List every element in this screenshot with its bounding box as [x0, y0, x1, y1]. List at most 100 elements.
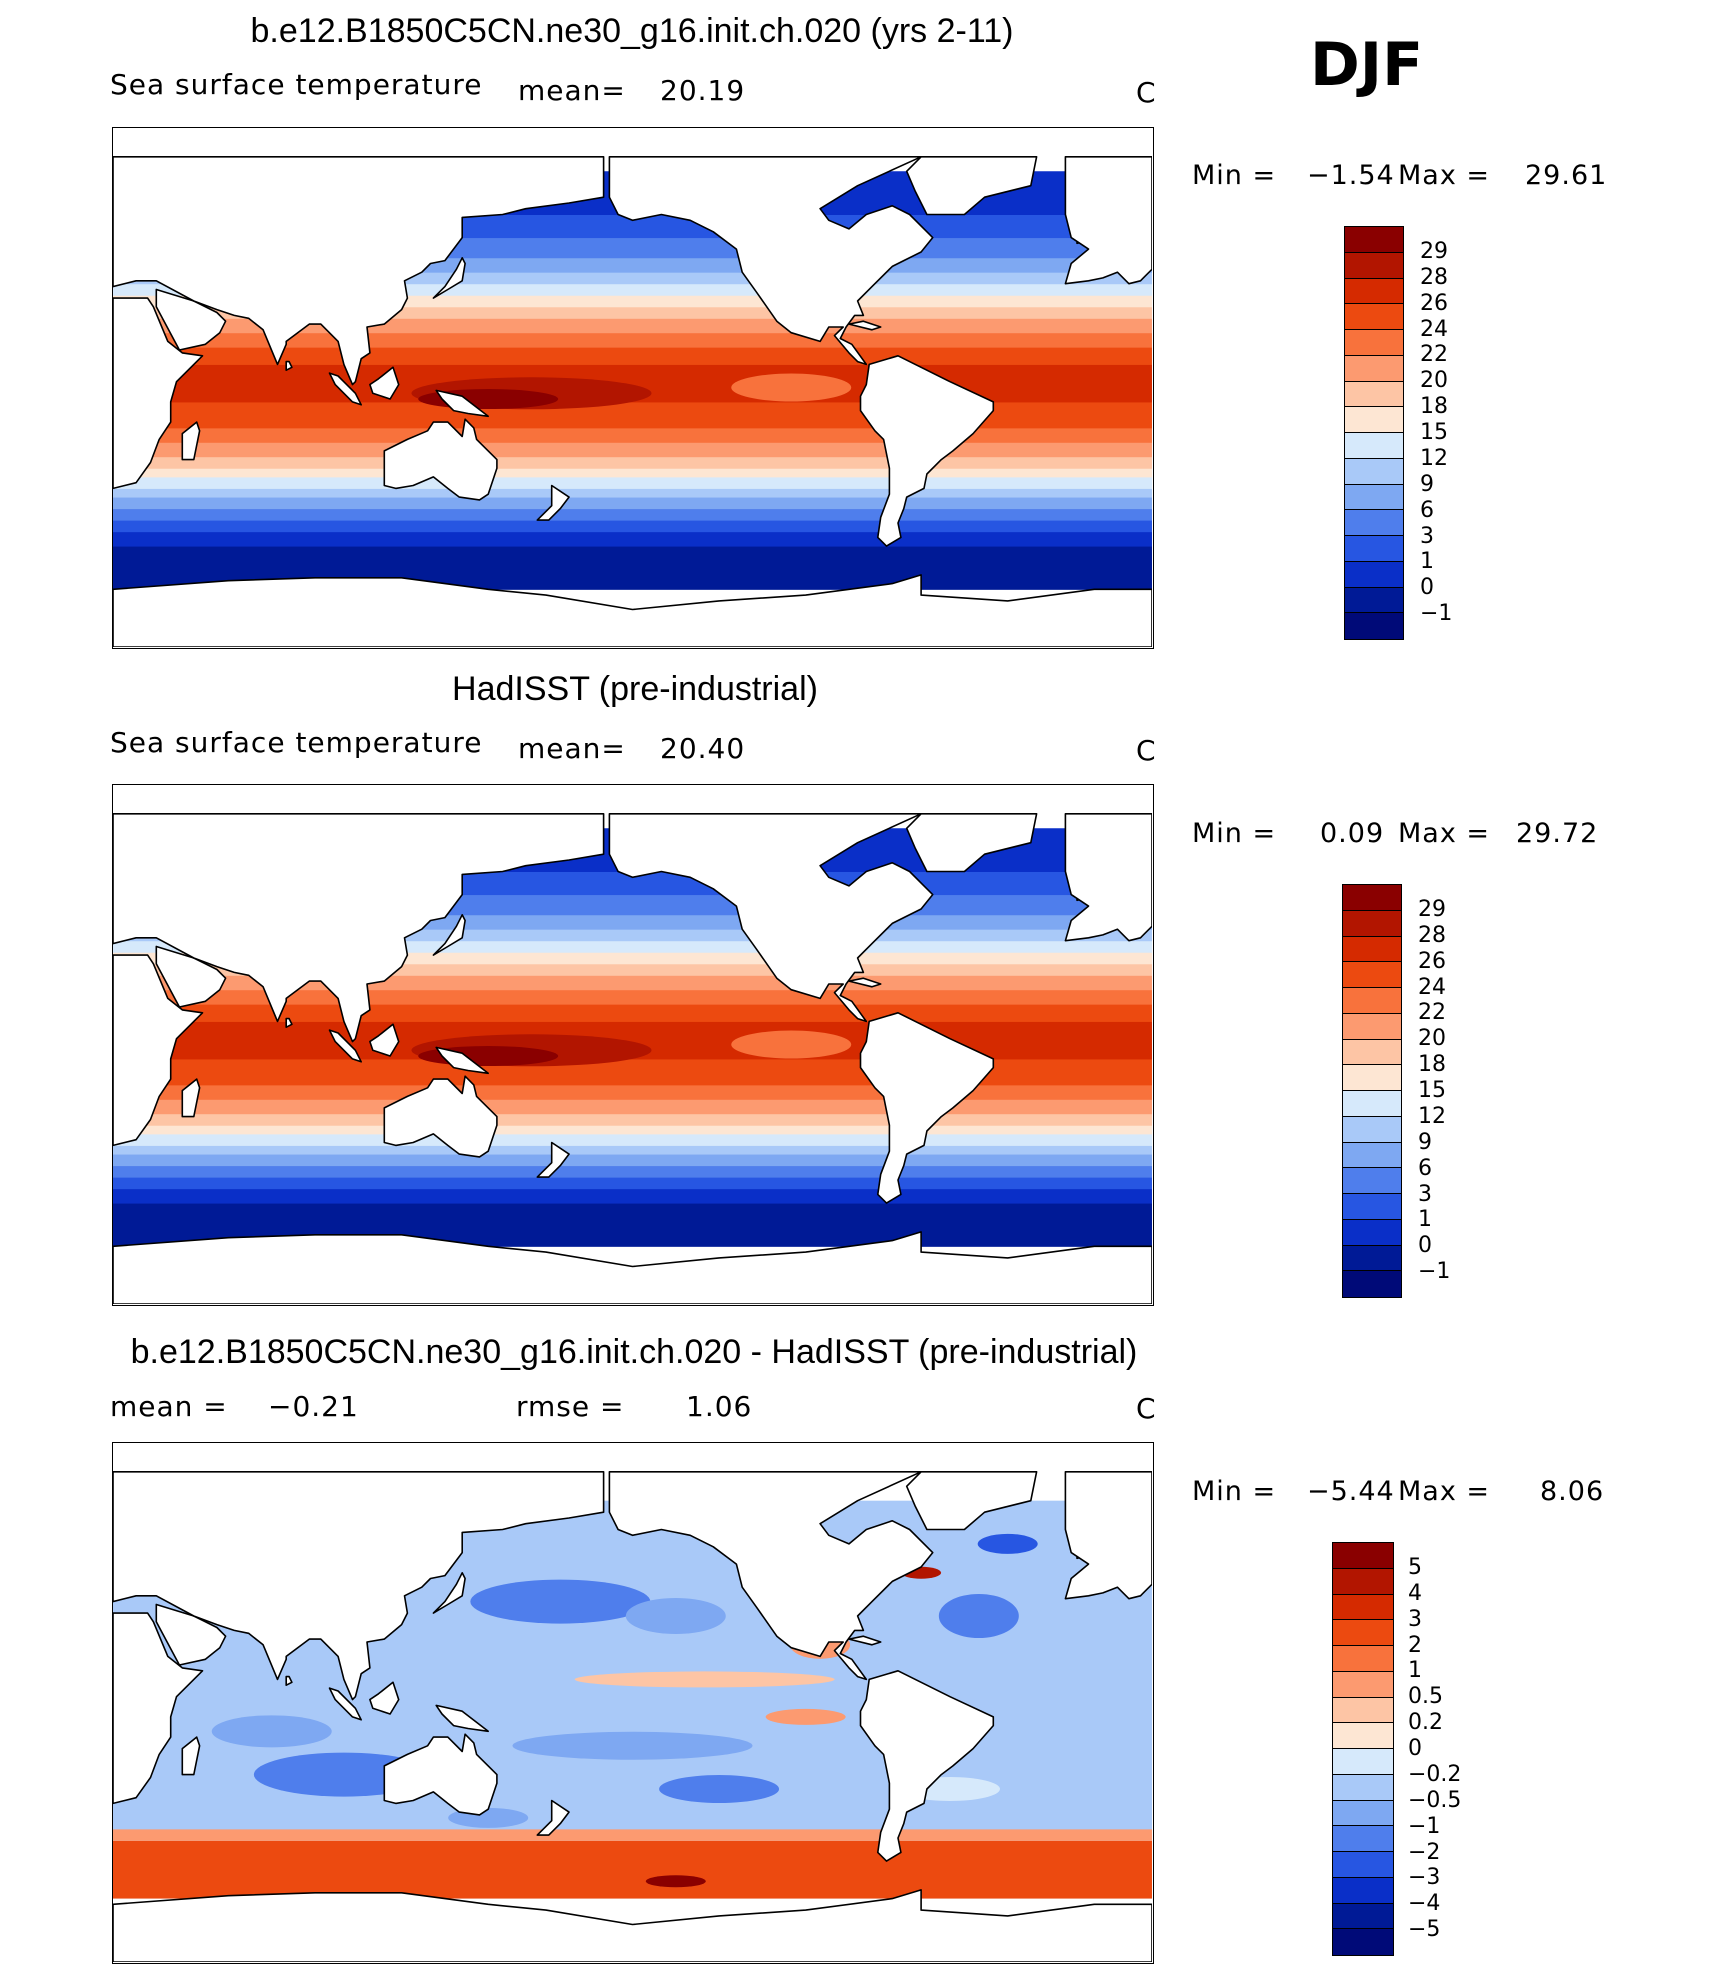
colorbar-swatch: [1345, 381, 1403, 408]
colorbar-swatch: [1343, 936, 1401, 963]
colorbar-tick-label: 0: [1418, 1233, 1432, 1259]
landmass-arabia: [155, 945, 227, 1008]
landmass-antarctica: [113, 1889, 1152, 1962]
colorbar-swatch: [1345, 227, 1403, 253]
landmass-nz: [536, 1141, 570, 1178]
colorbar: [1332, 1542, 1394, 1956]
colorbar-tick-label: −1: [1418, 1259, 1451, 1285]
colorbar-swatch: [1333, 1620, 1393, 1646]
mean-value: −0.21: [268, 1390, 359, 1423]
mean-label: mean=: [518, 732, 626, 765]
colorbar-swatch: [1345, 587, 1403, 614]
colorbar-tick-label: 22: [1418, 1000, 1446, 1026]
landmass-nz: [536, 484, 570, 521]
colorbar-swatch: [1343, 962, 1401, 988]
colorbar-swatch: [1345, 304, 1403, 330]
colorbar-tick-label: 28: [1418, 922, 1446, 948]
colorbar-tick-label: 4: [1408, 1580, 1422, 1606]
mean-value: 20.19: [660, 74, 746, 107]
landmass-africa: [113, 1612, 204, 1805]
colorbar-labels: 5 4 3 2 1 0.5 0.2 0 −0.2 −0.5 −1 −2 −3 −4 −5: [1408, 1542, 1498, 1956]
colorbar-tick-label: 1: [1418, 1207, 1432, 1233]
colorbar-swatch: [1343, 988, 1401, 1014]
landmass-japan: [432, 1572, 466, 1614]
colorbar-swatch: [1333, 1723, 1393, 1749]
colorbar-swatch: [1333, 1903, 1393, 1930]
colorbar-swatch: [1333, 1646, 1393, 1672]
colorbar-swatch: [1343, 1168, 1401, 1194]
colorbar-labels: 29 28 26 24 22 20 18 15 12 9 6 3 1 0 −1: [1420, 226, 1500, 640]
max-value: 8.06: [1540, 1476, 1605, 1507]
variable-label: Sea surface temperature: [110, 726, 483, 759]
max-value: 29.72: [1516, 818, 1599, 849]
colorbar-swatch: [1333, 1800, 1393, 1827]
landmass-borneo: [369, 366, 400, 400]
min-value: 0.09: [1320, 818, 1385, 849]
landmass-eurasia: [113, 1470, 605, 1701]
colorbar-tick-label: 24: [1418, 974, 1446, 1000]
panel-title: b.e12.B1850C5CN.ne30_g16.init.ch.020 (yr…: [250, 12, 1014, 50]
colorbar-swatch: [1345, 407, 1403, 433]
colorbar-swatch: [1345, 613, 1403, 639]
landmass-japan: [432, 914, 466, 956]
landmass-borneo: [369, 1681, 400, 1715]
colorbar-tick-label: −0.2: [1408, 1761, 1462, 1787]
landmass-greenland: [905, 1470, 1038, 1531]
difference-map: [113, 1443, 1152, 1962]
landmass-madagascar: [181, 1078, 201, 1118]
colorbar-tick-label: 26: [1418, 948, 1446, 974]
colorbar-tick-label: 15: [1418, 1078, 1446, 1103]
colorbar-swatch: [1333, 1697, 1393, 1724]
landmass-cuba: [848, 320, 882, 331]
map-panel: [112, 1442, 1154, 1964]
colorbar-tick-label: −3: [1408, 1865, 1441, 1891]
landmass-africa: [113, 954, 204, 1147]
mean-label: mean =: [110, 1390, 228, 1423]
colorbar-tick-label: 0.2: [1408, 1710, 1443, 1736]
colorbar: [1342, 884, 1402, 1298]
colorbar-tick-label: 15: [1420, 420, 1448, 445]
sst-map: [113, 785, 1152, 1304]
landmass-newguinea: [435, 1704, 490, 1733]
colorbar-swatch: [1345, 355, 1403, 382]
colorbar-swatch: [1343, 1142, 1401, 1169]
colorbar-swatch: [1345, 536, 1403, 562]
mean-label: mean=: [518, 74, 626, 107]
colorbar-swatch: [1333, 1877, 1393, 1904]
colorbar-tick-label: 20: [1418, 1026, 1446, 1052]
colorbar-tick-label: −4: [1408, 1891, 1441, 1917]
colorbar-swatch: [1333, 1671, 1393, 1698]
colorbar-tick-label: 1: [1408, 1658, 1422, 1684]
colorbar-swatch: [1343, 910, 1401, 937]
colorbar-tick-label: −0.5: [1408, 1787, 1462, 1813]
colorbar-tick-label: 0: [1420, 575, 1434, 601]
colorbar-swatch: [1345, 433, 1403, 459]
landmass-samerica: [859, 1012, 995, 1204]
colorbar-swatch: [1343, 1219, 1401, 1246]
colorbar-tick-label: 18: [1418, 1052, 1446, 1078]
colorbar-swatch: [1333, 1929, 1393, 1955]
colorbar-swatch: [1345, 561, 1403, 588]
colorbar-tick-label: 9: [1420, 471, 1434, 497]
landmass-samerica: [859, 1670, 995, 1862]
landmass-australia: [383, 418, 498, 501]
landmass-madagascar: [181, 421, 201, 461]
colorbar-tick-label: 18: [1420, 394, 1448, 420]
landmass-arabia: [155, 1603, 227, 1666]
colorbar-tick-label: 26: [1420, 290, 1448, 316]
colorbar-swatch: [1343, 1271, 1401, 1297]
colorbar-tick-label: −2: [1408, 1839, 1441, 1865]
colorbar-tick-label: 2: [1408, 1632, 1422, 1658]
colorbar-swatch: [1343, 1091, 1401, 1117]
colorbar-swatch: [1343, 1116, 1401, 1143]
colorbar-tick-label: −5: [1408, 1917, 1441, 1943]
colorbar-tick-label: 28: [1420, 264, 1448, 290]
colorbar-tick-label: −1: [1408, 1813, 1441, 1839]
colorbar-swatch: [1343, 885, 1401, 911]
landmass-greenland: [905, 155, 1038, 216]
colorbar-swatch: [1333, 1568, 1393, 1595]
landmass-namerica: [608, 812, 934, 1023]
min-label: Min =: [1192, 160, 1277, 191]
min-value: −1.54: [1307, 160, 1395, 191]
units-label: C: [1136, 1392, 1157, 1425]
